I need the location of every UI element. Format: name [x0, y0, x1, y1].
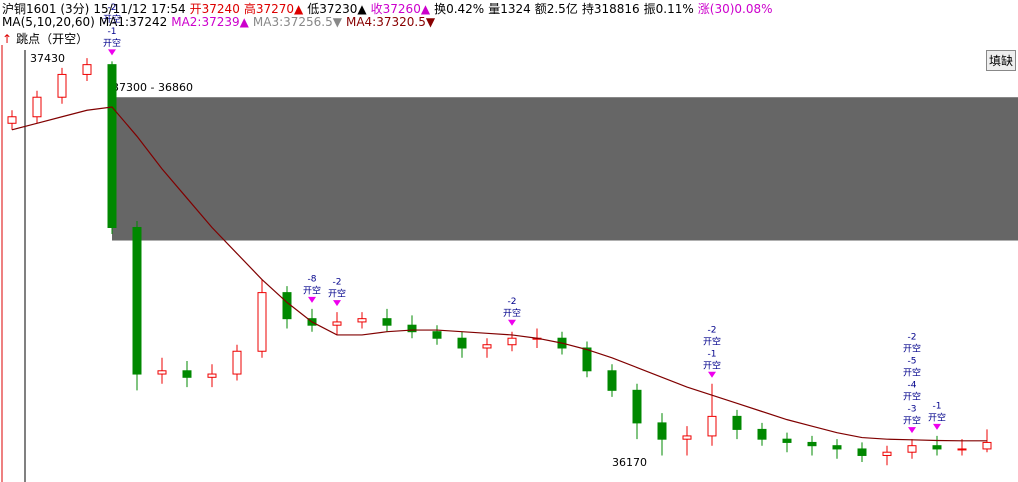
candle-body — [857, 448, 867, 456]
signal-label: -2 — [508, 297, 517, 307]
quote-line: 沪铜1601 (3分) 15/11/12 17:54 开37240 高37270▲ 低3… — [2, 0, 777, 17]
signal-label: -8 — [308, 274, 317, 284]
candle-body — [907, 445, 917, 453]
signal-label: 开空 — [328, 288, 346, 300]
candle-body — [482, 344, 492, 349]
ma-line: MA(5,10,20,60) MA1:37242 MA2:37239▲ MA3:372… — [2, 15, 439, 29]
header-item: 涨(30)0.08% — [697, 2, 773, 16]
signal-label: 开空 — [903, 415, 921, 427]
header-item: 振0.11% — [643, 2, 694, 16]
signal-label: 开空 — [703, 335, 721, 347]
header-item: 低37230▲ — [307, 2, 367, 16]
signal-label: 开空 — [903, 391, 921, 403]
signal-label: -5 — [908, 357, 917, 367]
signal-label: 开空 — [928, 411, 946, 423]
candle-body — [82, 64, 92, 75]
candle-body — [257, 292, 267, 352]
header-item: 量1324 — [488, 2, 531, 16]
candle-body — [282, 292, 292, 320]
candle-body — [557, 337, 567, 349]
candle-body — [757, 428, 767, 440]
candle-body — [782, 438, 792, 443]
signal-label: 开空 — [903, 343, 921, 355]
candle-body — [832, 445, 842, 450]
candle-body — [407, 324, 417, 333]
header-item: 高37270▲ — [243, 2, 304, 16]
candle-body — [182, 370, 192, 378]
header-item: 换0.42% — [434, 2, 485, 16]
signal-marker — [333, 300, 341, 307]
candle-body — [607, 370, 617, 391]
header-item: 开37240 — [189, 2, 240, 16]
candle-body — [332, 321, 342, 326]
signal-label: 开空 — [903, 367, 921, 379]
candle-body — [982, 441, 992, 450]
signal-label: 开空 — [703, 359, 721, 371]
candle-body — [532, 337, 542, 340]
signal-label: -1 — [933, 401, 942, 411]
candle-body — [432, 331, 442, 339]
candle-body — [807, 441, 817, 447]
candle-body — [382, 318, 392, 326]
header-item: 收37260▲ — [370, 2, 431, 16]
header-item: 持318816 — [581, 2, 640, 16]
fill-gap-button[interactable]: 填缺 — [985, 50, 1016, 71]
ma-line — [11, 106, 987, 442]
low-label: 36170 — [612, 456, 647, 469]
header-item: 沪铜1601 (3分) — [2, 2, 90, 16]
signal-marker — [933, 423, 941, 430]
indicator-line: ↑ 跳点（开空） — [2, 32, 89, 46]
signal-marker — [108, 49, 116, 56]
candle-body — [307, 318, 317, 326]
signal-label: -1 — [708, 349, 717, 359]
signal-label: 开空 — [303, 284, 321, 296]
header-item: MA1:37242 — [98, 15, 168, 29]
candle-body — [882, 451, 892, 456]
candle-body — [132, 226, 142, 375]
header-item: MA3:37256.5▼ — [252, 15, 342, 29]
candle-body — [507, 337, 517, 346]
candle-body — [932, 445, 942, 450]
signal-label: -2 — [333, 278, 342, 288]
signal-marker — [908, 427, 916, 434]
signal-label: -3 — [908, 405, 917, 415]
candle-body — [582, 347, 592, 372]
candle-body — [32, 96, 42, 118]
header-item: MA4:37320.5▼ — [345, 15, 436, 29]
candle-body — [457, 337, 467, 349]
candle-body — [157, 370, 167, 375]
zone-label: 37300 - 36860 — [112, 81, 193, 94]
high-label: 37430 — [30, 52, 65, 65]
candle-body — [107, 64, 117, 228]
header-item: 15/11/12 17:54 — [93, 2, 186, 16]
candle-body — [357, 318, 367, 323]
candle-body — [57, 73, 67, 98]
candle-body — [732, 415, 742, 430]
candle-body — [682, 435, 692, 440]
candle-body — [632, 389, 642, 424]
signal-marker — [708, 371, 716, 378]
signal-label: -4 — [908, 381, 917, 391]
header-item: MA2:37239▲ — [171, 15, 249, 29]
candle-body — [7, 116, 17, 124]
candle-body — [207, 373, 217, 378]
candle-body — [707, 415, 717, 437]
candle-body — [232, 350, 242, 375]
indicator-name: 跳点（开空） — [16, 32, 89, 46]
signal-label: 开空 — [503, 307, 521, 319]
signal-marker — [508, 319, 516, 326]
candle-body — [657, 422, 667, 440]
signal-label: 开空 — [103, 37, 121, 49]
signal-marker — [308, 296, 316, 303]
candle-body — [957, 448, 967, 451]
signal-label: -2 — [708, 325, 717, 335]
header-item: 额2.5亿 — [534, 2, 578, 16]
header-item: MA(5,10,20,60) — [2, 15, 95, 29]
gap-zone — [112, 97, 1018, 241]
signal-label: -2 — [908, 333, 917, 343]
